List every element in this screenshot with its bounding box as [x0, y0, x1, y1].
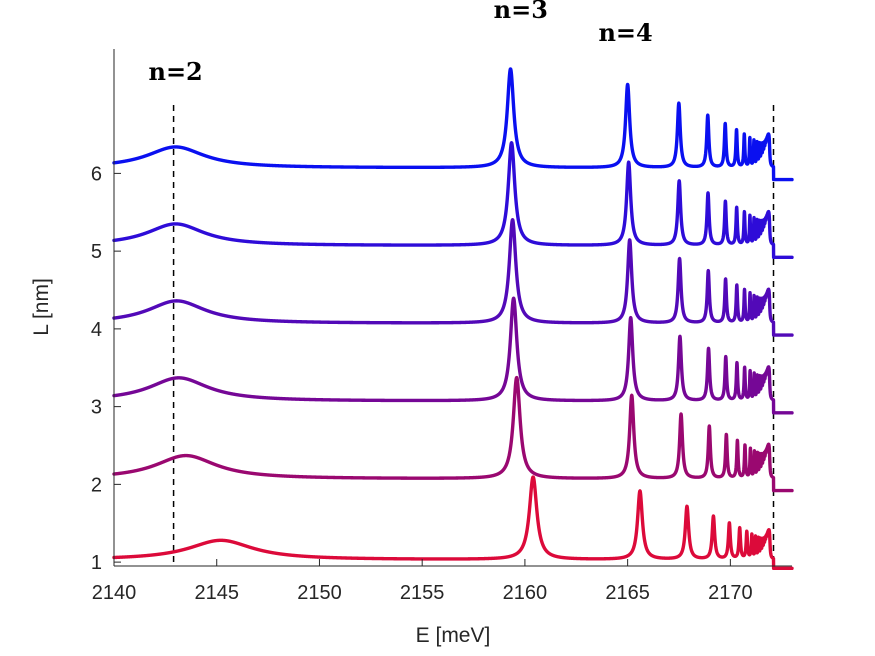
annotations: n=2 n=3 n=4 [149, 0, 653, 86]
y-tick-label-2: 2 [91, 474, 102, 496]
labels: E [meV] L [nm] [30, 278, 490, 647]
series-line-L3 [112, 296, 794, 415]
y-axis-label: L [nm] [30, 278, 53, 336]
y-tick-label-4: 4 [91, 319, 102, 341]
annotation-n-3: n=3 [494, 0, 548, 24]
x-tick-label-2140: 2140 [92, 582, 137, 604]
y-tick-label-6: 6 [91, 163, 102, 185]
y-tick-label-1: 1 [91, 552, 102, 574]
x-tick-label-2150: 2150 [297, 582, 342, 604]
series-line-L2 [112, 375, 794, 493]
series-line-L5 [112, 141, 794, 260]
x-tick-label-2145: 2145 [194, 582, 239, 604]
ticks: 2140 2145 2150 2155 2160 2165 2170 1 2 3 4 5 6 [91, 163, 753, 604]
annotation-n-4: n=4 [598, 18, 652, 47]
series-line-L4 [112, 218, 794, 337]
y-tick-label-3: 3 [91, 397, 102, 419]
x-tick-label-2160: 2160 [503, 582, 548, 604]
plot-area [112, 67, 794, 571]
x-tick-label-2155: 2155 [400, 582, 445, 604]
x-tick-label-2170: 2170 [708, 582, 753, 604]
annotation-n-2: n=2 [149, 57, 203, 86]
axes [113, 49, 792, 567]
y-tick-label-5: 5 [91, 241, 102, 263]
series-line-L1 [112, 475, 794, 571]
x-tick-label-2165: 2165 [605, 582, 650, 604]
series-line-L6 [112, 67, 794, 182]
x-axis-label: E [meV] [416, 624, 491, 647]
